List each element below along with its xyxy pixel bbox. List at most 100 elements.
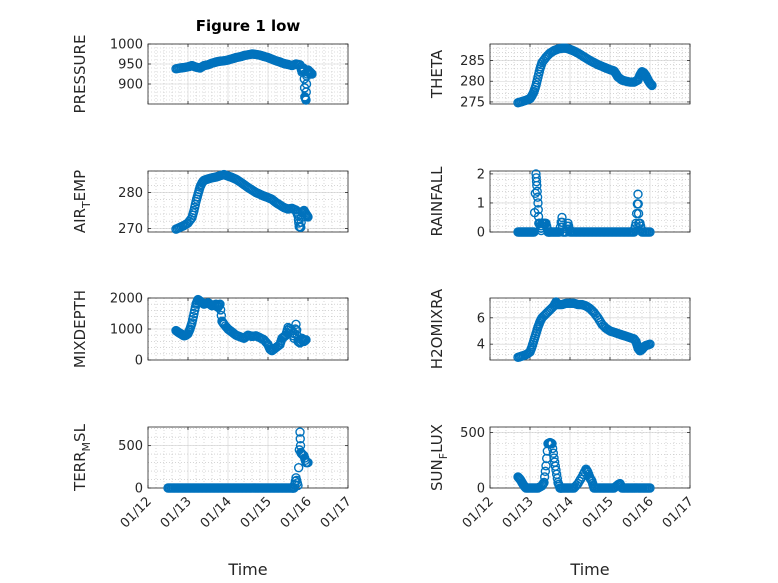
data-series (513, 169, 655, 237)
data-point (291, 319, 301, 330)
y-axis-label: RAINFALL (428, 166, 446, 237)
data-point (645, 483, 655, 493)
x-tick-label: 01/13 (500, 494, 537, 531)
y-axis-label: PRESSURE (71, 35, 89, 114)
data-point (296, 222, 306, 233)
axes-box (147, 170, 349, 233)
data-point (532, 180, 542, 191)
data-point (532, 186, 542, 197)
data-point (307, 69, 317, 79)
y-tick-label: 6 (477, 311, 485, 326)
data-point (303, 457, 313, 468)
y-tick-label: 280 (460, 75, 485, 90)
y-axis-label: H2OMIXRA (428, 288, 446, 369)
y-tick-label: 0 (135, 482, 143, 497)
data-series (513, 297, 655, 363)
data-point (547, 443, 558, 454)
y-axis-label: TERRMSL (71, 423, 93, 492)
data-point (645, 339, 655, 349)
data-point (533, 198, 543, 208)
subplot-3: 270 280 AIRTEMP (71, 169, 349, 237)
subplot-7: 01/12 01/13 01/14 01/15 01/16 01/17 0 500 TERRMS… (71, 423, 355, 579)
chart-title: Figure 1 low (196, 17, 301, 35)
data-point (293, 462, 304, 473)
subplot-8: 01/12 01/13 01/14 01/15 01/16 01/17 0 500 SUNFLU… (428, 424, 697, 579)
y-tick-label: 4 (477, 338, 485, 353)
data-point (295, 427, 305, 437)
subplot-4: 0 1 2 RAINFALL (428, 166, 691, 241)
data-series (171, 294, 311, 356)
data-point (295, 434, 305, 444)
x-tick-label: 01/17 (318, 494, 355, 531)
x-tick-label: 01/15 (238, 494, 275, 531)
y-axis-label: THETA (428, 49, 446, 99)
y-tick-label: 0 (477, 226, 485, 241)
y-tick-label: 0 (477, 482, 485, 497)
x-tick-label: 01/15 (580, 494, 617, 531)
y-tick-label: 285 (460, 54, 485, 69)
data-point (539, 477, 549, 488)
data-point (647, 80, 657, 91)
y-axis-label: AIRTEMP (71, 170, 93, 233)
data-point (575, 474, 586, 484)
y-tick-label: 0 (135, 354, 143, 369)
data-point (303, 212, 313, 222)
axes-box (489, 43, 691, 105)
subplot-5: 0 1000 2000 MIXDEPTH (71, 290, 349, 369)
x-tick-label: 01/16 (278, 494, 315, 531)
data-point (645, 227, 655, 237)
y-tick-label: 1 (477, 196, 485, 211)
data-point (215, 299, 225, 309)
data-point (531, 176, 542, 187)
data-point (540, 466, 551, 477)
y-tick-label: 280 (118, 186, 143, 201)
x-tick-label: 01/16 (620, 494, 657, 531)
data-point (532, 192, 543, 202)
y-tick-label: 1000 (110, 323, 143, 338)
data-point (215, 305, 226, 315)
subplot-1: 900 950 1000 PRESSURE Figure 1 low (71, 17, 349, 114)
data-point (290, 324, 301, 334)
data-series (513, 43, 657, 108)
data-point (301, 335, 311, 345)
data-point (631, 218, 641, 228)
data-series (171, 169, 313, 234)
data-point (633, 189, 643, 199)
axes-box (489, 170, 691, 233)
data-series (163, 427, 313, 493)
x-tick-label: 01/14 (198, 494, 235, 531)
data-point (539, 472, 550, 482)
subplot-6: 4 6 H2OMIXRA (428, 288, 691, 369)
y-tick-label: 950 (118, 58, 143, 73)
data-point (296, 217, 306, 228)
x-axis-label: Time (569, 560, 609, 579)
data-point (293, 480, 303, 491)
y-axis-label: SUNFLUX (428, 424, 450, 491)
y-tick-label: 2000 (110, 292, 143, 307)
y-tick-label: 2 (477, 167, 485, 182)
x-tick-label: 01/13 (158, 494, 195, 531)
data-point (633, 208, 644, 219)
x-tick-label: 01/14 (540, 494, 577, 531)
axes-box (147, 43, 349, 105)
axes-box (489, 297, 691, 361)
x-tick-label: 01/12 (118, 494, 155, 531)
y-tick-label: 270 (118, 222, 143, 237)
data-series (513, 437, 655, 493)
axes-box (147, 426, 349, 489)
data-point (557, 212, 567, 223)
data-point (548, 448, 559, 458)
y-tick-label: 1000 (110, 38, 143, 53)
y-tick-label: 900 (118, 78, 143, 93)
subplot-2: 275 280 285 THETA (428, 43, 691, 110)
data-point (291, 325, 302, 335)
data-point (547, 438, 557, 449)
x-tick-label: 01/17 (660, 494, 697, 531)
y-axis-label: MIXDEPTH (71, 290, 89, 368)
data-point (633, 199, 643, 209)
y-tick-label: 275 (460, 95, 485, 110)
x-tick-label: 01/12 (460, 494, 497, 531)
y-tick-label: 500 (118, 439, 143, 454)
y-tick-label: 500 (460, 426, 485, 441)
